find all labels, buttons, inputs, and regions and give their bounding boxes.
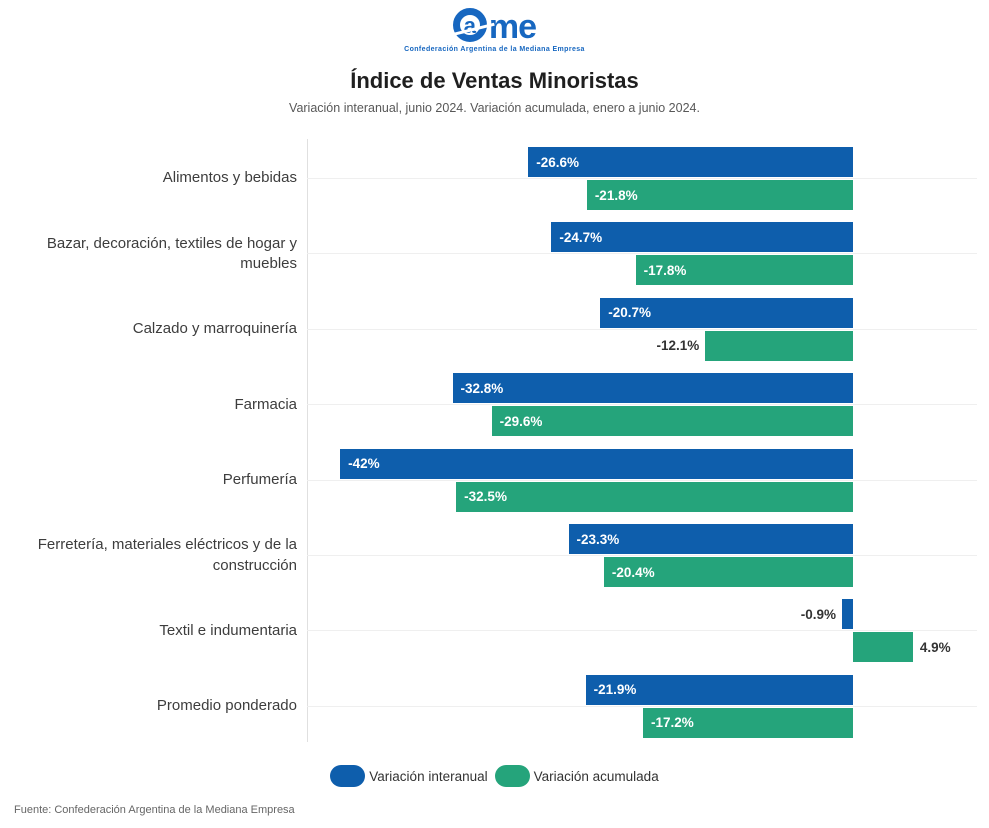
bar-interanual: -42%: [340, 448, 853, 479]
bar-value-label: -32.8%: [460, 380, 504, 396]
bar-value-label: -0.9%: [800, 606, 836, 622]
bar-acumulada: -29.6%: [491, 406, 853, 437]
source-note: Fuente: Confederación Argentina de la Me…: [14, 804, 295, 816]
bar-interanual: -23.3%: [568, 524, 853, 554]
bar-interanual: -21.9%: [585, 674, 853, 705]
bar-acumulada: -17.2%: [642, 707, 853, 738]
bar-value-label: -17.2%: [650, 715, 694, 731]
bar-value-label: -12.1%: [656, 338, 700, 354]
bar-acumulada: [705, 330, 853, 361]
bar-interanual: [842, 599, 853, 630]
legend-swatch-interanual-icon: [330, 765, 366, 787]
bar-value-label: -23.3%: [576, 531, 620, 547]
bar-value-label: 4.9%: [919, 639, 951, 655]
category-label: Ferretería, materiales eléctricos y de l…: [37, 536, 297, 574]
bar-acumulada: -17.8%: [635, 255, 853, 286]
bar-value-label: -32.5%: [464, 489, 507, 505]
page-title: Índice de Ventas Minoristas: [350, 68, 639, 93]
came-logo-circle-icon: a: [452, 8, 487, 42]
bar-value-label: -42%: [348, 456, 380, 472]
gridline: [307, 178, 977, 179]
bar-value-label: -21.9%: [593, 682, 637, 698]
chart-legend: Variación interanual Variación acumulada: [0, 765, 989, 787]
legend-item-acumulada: Variación acumulada: [494, 765, 659, 787]
gridline: [307, 404, 977, 406]
gridline: [307, 705, 977, 707]
category-label: Alimentos y bebidas: [162, 169, 297, 187]
bar-interanual: -24.7%: [551, 222, 853, 253]
gridline: [307, 630, 977, 632]
came-logo-caption: Confederación Argentina de la Mediana Em…: [404, 46, 585, 53]
gridline: [307, 253, 977, 255]
category-label: Perfumería: [222, 470, 297, 488]
bar-value-label: -20.7%: [608, 305, 652, 321]
gridline: [307, 555, 977, 556]
bar-interanual: -32.8%: [452, 373, 853, 404]
legend-label-acumulada: Variación acumulada: [533, 768, 659, 784]
bar-value-label: -20.4%: [611, 564, 655, 580]
gridline: [307, 479, 977, 481]
legend-swatch-acumulada-icon: [494, 765, 530, 787]
bar-acumulada: -32.5%: [456, 481, 853, 512]
category-label: Bazar, decoración, textiles de hogar y m…: [46, 234, 297, 272]
bar-acumulada: [853, 632, 913, 663]
category-label: Calzado y marroquinería: [132, 320, 297, 338]
came-logo-wordmark: a me: [452, 8, 537, 47]
bar-value-label: -17.8%: [643, 262, 687, 278]
page-subtitle: Variación interanual, junio 2024. Variac…: [289, 101, 700, 115]
gridline: [307, 328, 977, 330]
category-label: Textil e indumentaria: [159, 621, 297, 639]
came-logo-letters-me: me: [488, 8, 537, 47]
y-axis-line: [307, 139, 308, 742]
bar-value-label: -24.7%: [559, 229, 603, 245]
bar-acumulada: -21.8%: [586, 180, 853, 210]
bar-interanual: -20.7%: [600, 297, 853, 328]
came-logo: a me Confederación Argentina de la Media…: [0, 8, 989, 53]
legend-label-interanual: Variación interanual: [369, 768, 488, 784]
category-label: Promedio ponderado: [156, 697, 297, 715]
bar-value-label: -26.6%: [536, 154, 579, 170]
bar-interanual: -26.6%: [528, 147, 853, 177]
legend-item-interanual: Variación interanual: [330, 765, 488, 787]
bar-acumulada: -20.4%: [603, 557, 853, 587]
bar-value-label: -29.6%: [499, 413, 543, 429]
bar-value-label: -21.8%: [594, 187, 638, 203]
category-label: Farmacia: [234, 395, 297, 413]
